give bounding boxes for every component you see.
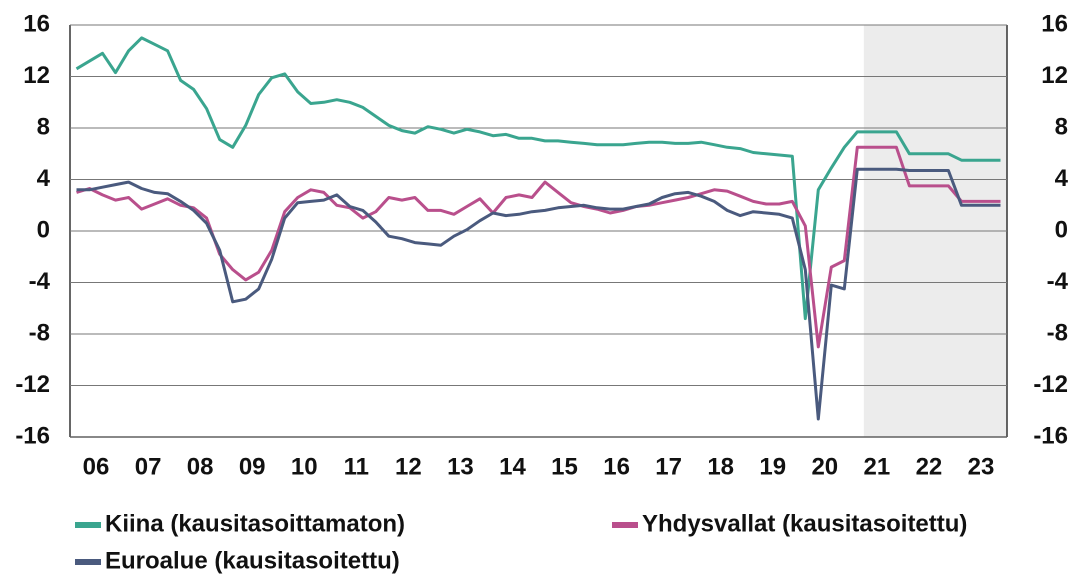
x-tick-label: 18 [707, 453, 734, 480]
series-line [75, 36, 1001, 321]
y-tick-label: 0 [37, 216, 50, 243]
x-tick-label: 13 [447, 453, 474, 480]
y-tick-label: -16 [15, 422, 50, 449]
x-tick-label: 07 [135, 453, 162, 480]
y2-tick-label: 8 [1055, 113, 1068, 140]
y-tick-label: -4 [29, 268, 51, 295]
y-tick-label: 16 [23, 10, 50, 37]
y2-tick-label: 16 [1041, 10, 1068, 37]
x-tick-label: 23 [968, 453, 995, 480]
x-tick-label: 17 [655, 453, 682, 480]
legend-swatch [75, 559, 101, 565]
y-tick-label: -8 [29, 319, 50, 346]
x-tick-label: 12 [395, 453, 422, 480]
x-tick-label: 08 [187, 453, 214, 480]
legend-label: Euroalue (kausitasoitettu) [105, 547, 400, 574]
y2-tick-label: 12 [1041, 62, 1068, 89]
x-tick-label: 16 [603, 453, 630, 480]
legend-swatch [75, 522, 101, 528]
y2-tick-label: 0 [1055, 216, 1068, 243]
x-tick-label: 22 [916, 453, 943, 480]
x-tick-label: 06 [83, 453, 110, 480]
legend-label: Kiina (kausitasoittamaton) [105, 510, 405, 537]
y2-tick-label: 4 [1055, 165, 1069, 192]
y2-tick-label: -4 [1047, 268, 1069, 295]
x-tick-label: 09 [239, 453, 266, 480]
y2-tick-label: -12 [1033, 371, 1068, 398]
x-tick-label: 14 [499, 453, 526, 480]
series-line [76, 145, 1001, 349]
x-tick-label: 10 [291, 453, 318, 480]
legend-swatch [612, 522, 638, 528]
legend-label: Yhdysvallat (kausitasoitettu) [642, 510, 967, 537]
x-tick-label: 11 [344, 453, 369, 480]
y-tick-label: 8 [37, 113, 50, 140]
y-tick-label: -12 [15, 371, 50, 398]
y2-tick-label: -16 [1033, 422, 1068, 449]
x-tick-label: 19 [759, 453, 786, 480]
series-line [76, 167, 1001, 421]
y-tick-label: 12 [23, 62, 50, 89]
y2-tick-label: -8 [1047, 319, 1068, 346]
x-tick-label: 21 [864, 453, 891, 480]
y-tick-label: 4 [37, 165, 51, 192]
x-tick-label: 20 [811, 453, 838, 480]
x-tick-label: 15 [551, 453, 578, 480]
